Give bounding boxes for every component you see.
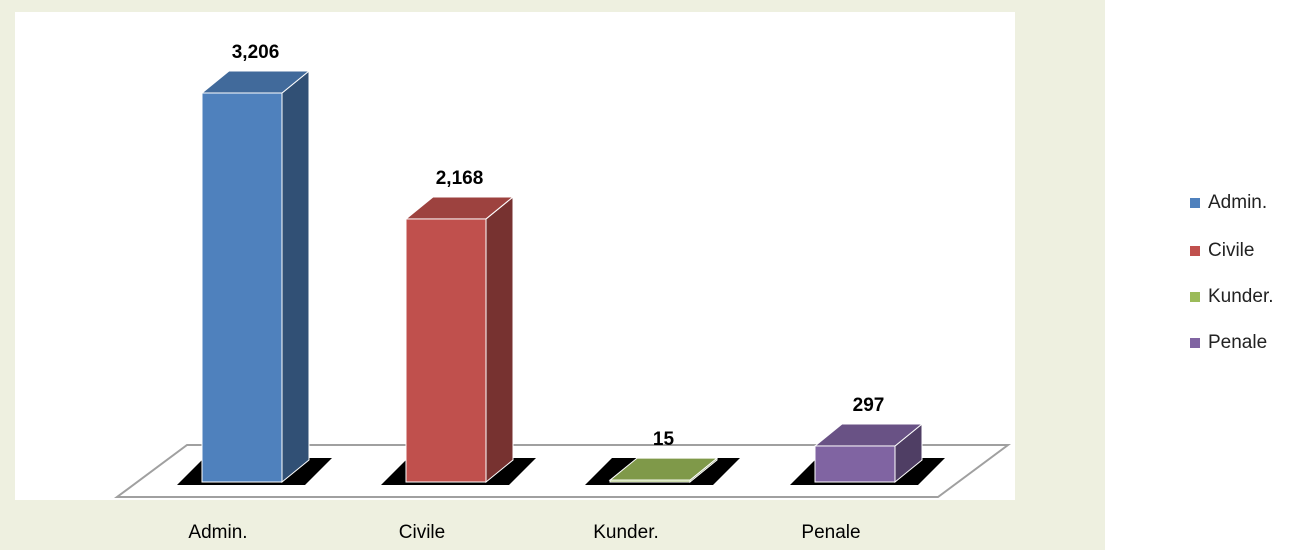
bar: [814, 445, 896, 483]
value-label: 3,206: [232, 42, 280, 63]
bar: [201, 92, 283, 483]
legend-label: Admin.: [1208, 192, 1267, 213]
bar: [405, 218, 487, 483]
legend-swatch: [1190, 338, 1200, 348]
value-label: 2,168: [436, 168, 484, 189]
x-tick-label: Kunder.: [593, 522, 659, 543]
bar-side: [485, 195, 514, 484]
x-tick-label: Civile: [399, 522, 445, 543]
value-label: 15: [653, 429, 675, 450]
value-label: 297: [853, 395, 885, 416]
legend-swatch: [1190, 198, 1200, 208]
x-tick-label: Admin.: [188, 522, 247, 543]
x-tick-label: Penale: [801, 522, 860, 543]
legend-label: Kunder.: [1208, 286, 1274, 307]
legend-label: Penale: [1208, 332, 1267, 353]
plot-area: [15, 12, 1015, 500]
legend-label: Civile: [1208, 240, 1254, 261]
bar-side: [281, 69, 310, 484]
bar: [609, 479, 691, 483]
legend-swatch: [1190, 292, 1200, 302]
legend-swatch: [1190, 246, 1200, 256]
floor: [113, 444, 1012, 498]
